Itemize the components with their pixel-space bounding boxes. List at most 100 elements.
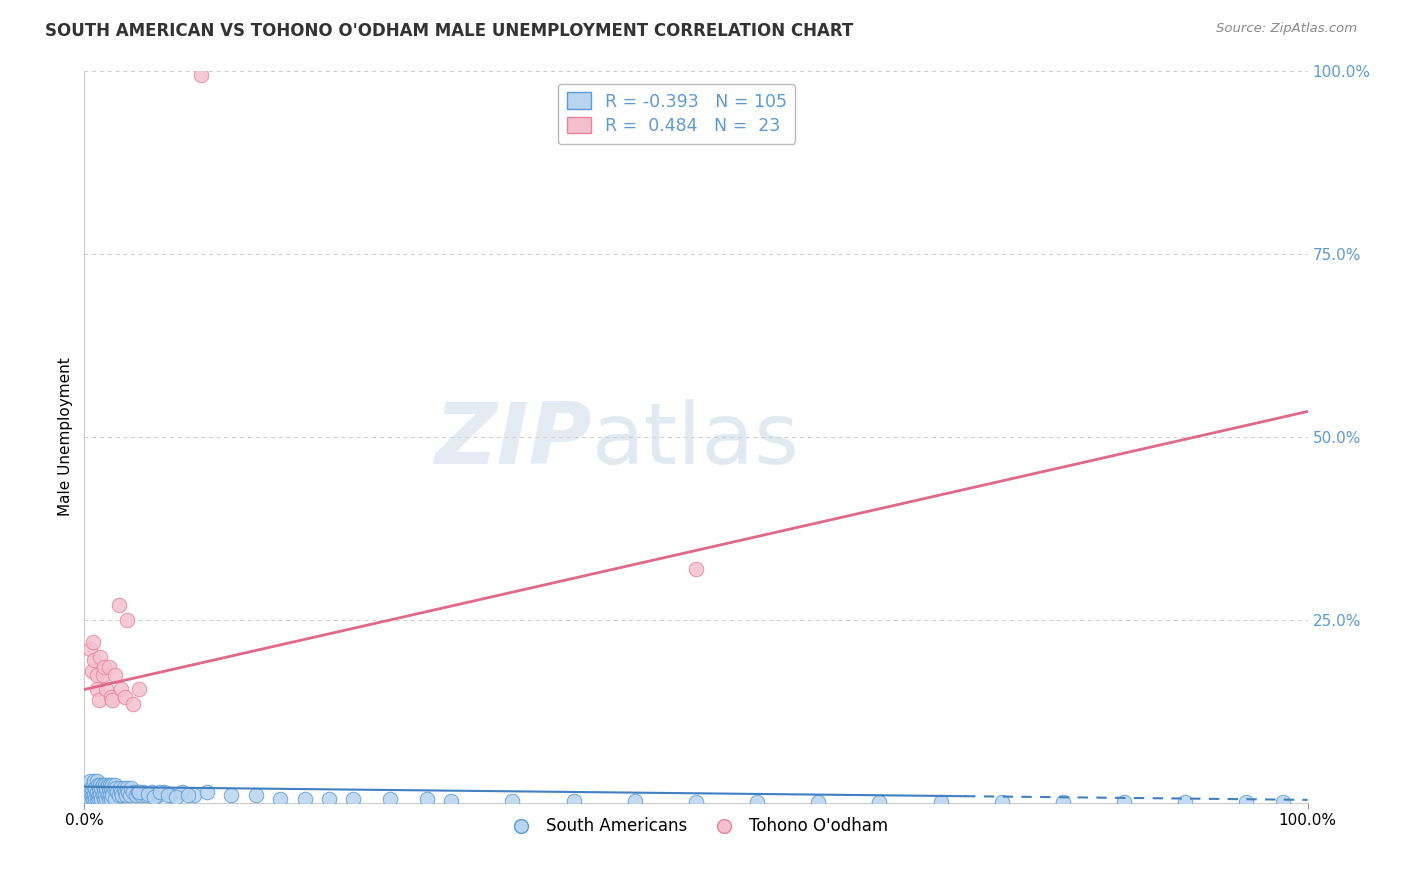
Point	[93, 660, 115, 674]
Point	[84, 792, 107, 806]
Point	[342, 792, 364, 806]
Point	[172, 785, 194, 799]
Point	[747, 795, 769, 809]
Point	[96, 781, 118, 796]
Point	[110, 682, 132, 697]
Point	[502, 794, 524, 808]
Point	[97, 792, 120, 806]
Point	[929, 795, 952, 809]
Point	[89, 778, 111, 792]
Point	[94, 778, 117, 792]
Point	[1272, 795, 1295, 809]
Point	[118, 789, 141, 803]
Point	[83, 773, 105, 788]
Point	[86, 785, 108, 799]
Point	[93, 792, 115, 806]
Point	[79, 773, 101, 788]
Point	[110, 785, 132, 799]
Point	[77, 792, 100, 806]
Point	[190, 68, 212, 82]
Point	[141, 785, 163, 799]
Point	[87, 693, 110, 707]
Point	[159, 789, 181, 803]
Point	[991, 795, 1014, 809]
Point	[98, 789, 121, 803]
Point	[1174, 795, 1197, 809]
Point	[380, 792, 402, 806]
Point	[75, 785, 97, 799]
Point	[1114, 795, 1136, 809]
Point	[97, 781, 120, 796]
Point	[91, 667, 114, 681]
Point	[685, 562, 707, 576]
Point	[143, 789, 166, 804]
Point	[624, 794, 647, 808]
Point	[111, 789, 134, 803]
Point	[117, 785, 139, 799]
Point	[89, 649, 111, 664]
Point	[128, 682, 150, 697]
Point	[77, 789, 100, 804]
Point	[98, 778, 121, 792]
Point	[83, 653, 105, 667]
Legend: South Americans, Tohono O'odham: South Americans, Tohono O'odham	[498, 811, 894, 842]
Point	[82, 635, 104, 649]
Point	[146, 789, 169, 803]
Point	[90, 781, 112, 796]
Point	[156, 789, 179, 803]
Point	[107, 789, 129, 803]
Point	[869, 795, 891, 809]
Point	[100, 781, 122, 796]
Point	[112, 781, 135, 796]
Point	[135, 789, 157, 803]
Point	[101, 693, 124, 707]
Point	[115, 613, 138, 627]
Point	[86, 773, 108, 788]
Point	[127, 785, 149, 799]
Point	[269, 792, 291, 806]
Point	[90, 792, 112, 806]
Point	[101, 789, 124, 803]
Point	[91, 778, 114, 792]
Point	[685, 795, 707, 809]
Point	[132, 785, 155, 799]
Point	[97, 778, 120, 792]
Point	[416, 792, 439, 806]
Point	[108, 781, 131, 796]
Point	[129, 789, 152, 803]
Point	[82, 792, 104, 806]
Point	[115, 781, 138, 796]
Point	[107, 599, 129, 613]
Text: SOUTH AMERICAN VS TOHONO O'ODHAM MALE UNEMPLOYMENT CORRELATION CHART: SOUTH AMERICAN VS TOHONO O'ODHAM MALE UN…	[45, 22, 853, 40]
Point	[97, 789, 120, 803]
Point	[125, 789, 148, 803]
Point	[89, 789, 111, 803]
Point	[97, 660, 120, 674]
Y-axis label: Male Unemployment: Male Unemployment	[58, 358, 73, 516]
Text: ZIP: ZIP	[434, 400, 592, 483]
Point	[440, 794, 463, 808]
Point	[80, 664, 103, 678]
Point	[122, 785, 145, 799]
Point	[318, 792, 340, 806]
Point	[120, 781, 142, 796]
Point	[91, 789, 114, 803]
Point	[114, 785, 136, 799]
Point	[77, 781, 100, 796]
Point	[79, 789, 101, 803]
Point	[183, 789, 205, 803]
Point	[86, 792, 108, 806]
Point	[94, 789, 117, 803]
Point	[87, 789, 110, 804]
Point	[104, 792, 127, 806]
Point	[79, 792, 101, 806]
Point	[79, 642, 101, 657]
Point	[1052, 795, 1074, 809]
Point	[807, 795, 830, 809]
Point	[1236, 795, 1258, 809]
Point	[562, 794, 585, 808]
Point	[153, 785, 176, 799]
Point	[100, 690, 122, 704]
Point	[80, 789, 103, 804]
Text: Source: ZipAtlas.com: Source: ZipAtlas.com	[1216, 22, 1357, 36]
